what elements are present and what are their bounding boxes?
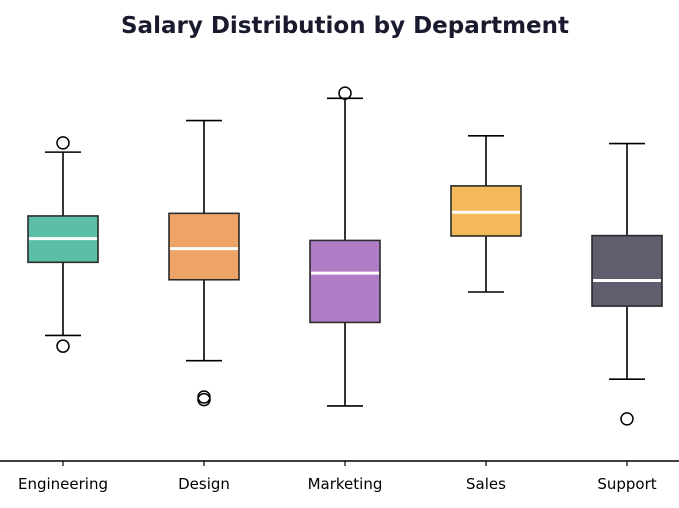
x-tick-label: Support (597, 475, 656, 493)
outlier-point (56, 136, 70, 150)
x-tick-label: Marketing (308, 475, 383, 493)
outlier-point (197, 392, 211, 407)
box-group-marketing (309, 86, 381, 407)
box-group-sales (450, 135, 522, 293)
outlier-point (620, 412, 634, 426)
box-iqr (591, 234, 663, 307)
box-group-design (168, 119, 240, 407)
box-group-engineering (27, 136, 99, 353)
chart-title: Salary Distribution by Department (121, 13, 569, 39)
x-tick-label: Sales (466, 475, 506, 493)
box-iqr (309, 239, 381, 324)
box-iqr (168, 212, 240, 281)
x-tick-label: Engineering (18, 475, 108, 493)
x-tick-label: Design (178, 475, 230, 493)
outlier-point (56, 339, 70, 353)
outlier-point (338, 86, 352, 100)
plot-area (27, 86, 663, 426)
x-axis-ticks: Engineering Design Marketing Sales Support (18, 461, 657, 493)
outlier-point (197, 390, 211, 404)
box-group-support (591, 142, 663, 426)
